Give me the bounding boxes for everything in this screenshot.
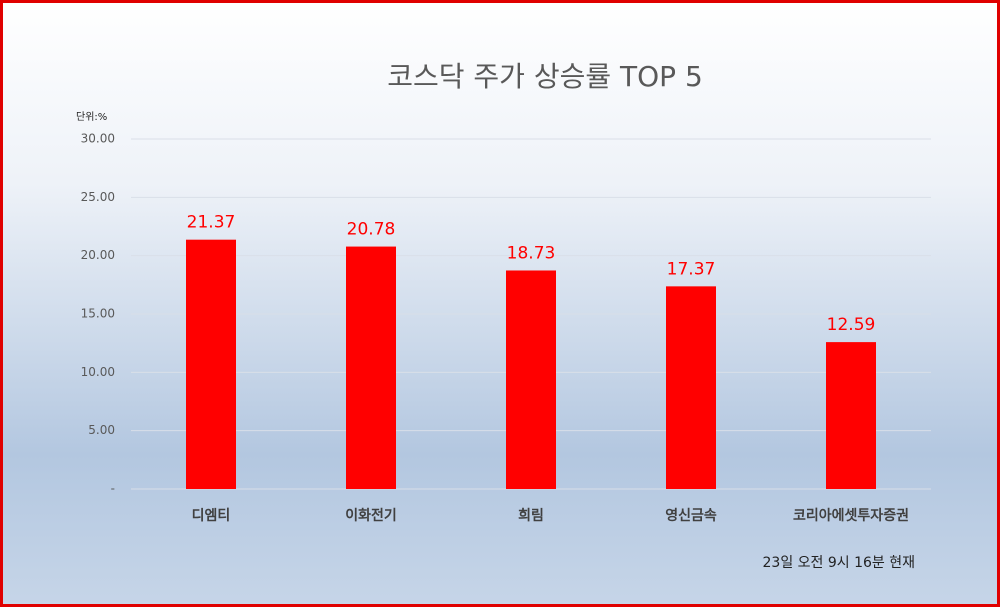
x-tick-label: 희림	[518, 508, 544, 524]
y-tick-label: 20.00	[81, 248, 115, 262]
unit-label: 단위:%	[76, 110, 107, 123]
value-label: 20.78	[347, 220, 396, 240]
x-tick-label: 영신금속	[665, 507, 717, 524]
value-label: 18.73	[507, 243, 556, 263]
y-tick-label: 10.00	[81, 365, 115, 379]
y-tick-label: 25.00	[81, 190, 115, 204]
bar	[346, 246, 396, 489]
y-tick-label: 30.00	[81, 132, 115, 146]
x-tick-label: 이화전기	[345, 507, 397, 524]
value-label: 21.37	[187, 213, 236, 233]
bar	[666, 286, 716, 489]
value-label: 12.59	[827, 315, 876, 335]
bar	[826, 342, 876, 489]
annotation: 23일 오전 9시 16분 현재	[763, 555, 916, 571]
chart-title: 코스닥 주가 상승률 TOP 5	[387, 60, 703, 93]
bar	[506, 270, 556, 489]
y-tick-label: 15.00	[81, 307, 115, 321]
bar	[186, 239, 236, 489]
y-tick-label: 5.00	[88, 423, 115, 437]
x-tick-label: 디엠티	[192, 508, 231, 524]
y-tick-label: -	[111, 482, 115, 496]
x-tick-label: 코리아에셋투자증권	[793, 507, 909, 524]
value-label: 17.37	[667, 259, 716, 279]
